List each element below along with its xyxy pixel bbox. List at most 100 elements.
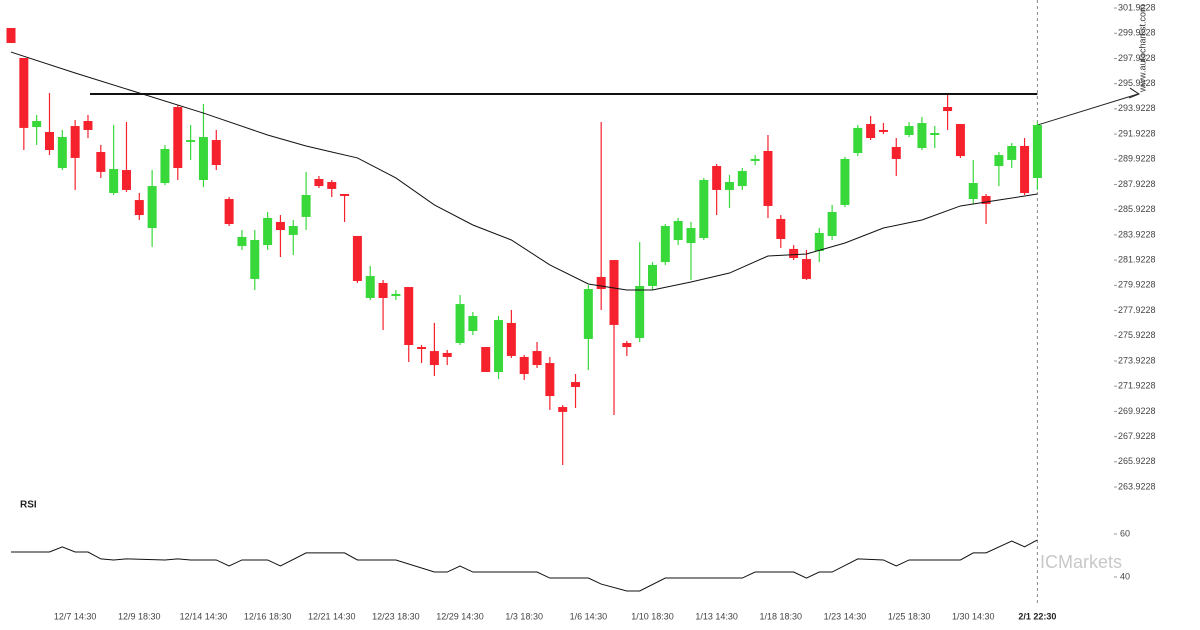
- y-tick-label: 279.9228: [1118, 280, 1156, 290]
- candle-body: [1032, 125, 1042, 178]
- x-tick-label: 1/13 14:30: [695, 611, 738, 621]
- candle-body: [96, 152, 106, 172]
- candle-body: [237, 236, 247, 247]
- candle-body: [186, 140, 196, 142]
- candle-body: [1020, 145, 1030, 193]
- moving-average: [10, 51, 1038, 291]
- y-tick-label: 287.9228: [1118, 179, 1156, 189]
- x-tick-label: 12/14 14:30: [180, 611, 228, 621]
- y-tick-label: 293.9228: [1118, 103, 1156, 113]
- candle-body: [583, 289, 593, 339]
- y-tick-label: 297.9228: [1118, 53, 1156, 63]
- candle-body: [481, 347, 491, 372]
- candle-body: [211, 140, 221, 165]
- candle-body: [198, 137, 208, 180]
- x-tick-label: 12/21 14:30: [308, 611, 356, 621]
- candle-body: [801, 259, 811, 279]
- candle-body: [429, 351, 439, 366]
- y-tick-label: 291.9228: [1118, 128, 1156, 138]
- candle-body: [955, 124, 965, 157]
- candle-body: [673, 220, 683, 240]
- candle-body: [275, 221, 285, 231]
- candle-body: [686, 228, 696, 244]
- candle-body: [648, 264, 657, 287]
- candle-body: [827, 212, 837, 236]
- candle-body: [789, 248, 799, 259]
- y-tick-label: 285.9228: [1118, 204, 1156, 214]
- candle-body: [943, 107, 953, 112]
- candle-body: [917, 123, 927, 148]
- candle-body: [712, 166, 722, 190]
- candle-body: [519, 356, 529, 374]
- rsi-tick-label: 60: [1120, 528, 1130, 538]
- y-tick-label: 273.9228: [1118, 355, 1156, 365]
- y-tick-label: 271.9228: [1118, 381, 1156, 391]
- candle-body: [263, 217, 273, 246]
- x-tick-label: 1/18 18:30: [760, 611, 803, 621]
- y-tick-label: 295.9228: [1118, 78, 1156, 88]
- y-tick-label: 299.9228: [1118, 28, 1156, 38]
- candle-body: [878, 129, 888, 132]
- candle-body: [134, 200, 144, 216]
- candle-body: [596, 276, 606, 290]
- candle-body: [814, 232, 824, 251]
- x-tick-label: 1/10 18:30: [631, 611, 674, 621]
- candle-body: [776, 218, 786, 239]
- candle-body: [44, 131, 54, 150]
- candle-body: [57, 137, 67, 169]
- candle-body: [6, 27, 16, 43]
- rsi-line: [11, 539, 1038, 592]
- candle-body: [224, 199, 234, 224]
- candle-body: [32, 121, 42, 128]
- candle-body: [442, 352, 452, 357]
- candle-body: [378, 282, 388, 298]
- x-tick-label: 2/1 22:30: [1018, 611, 1056, 621]
- candle-body: [468, 316, 478, 332]
- candle-body: [930, 132, 940, 135]
- candle-body: [532, 351, 542, 366]
- candle-body: [853, 127, 863, 154]
- y-tick-label: 281.9228: [1118, 255, 1156, 265]
- rsi-label: RSI: [20, 500, 37, 511]
- candle-body: [391, 293, 401, 296]
- y-tick-label: 277.9228: [1118, 305, 1156, 315]
- candle-body: [724, 182, 734, 190]
- candle-body: [365, 276, 375, 298]
- candle-body: [83, 121, 93, 130]
- candle-body: [609, 260, 619, 325]
- source-watermark: www.autochartist.com: [1137, 4, 1147, 93]
- x-tick-label: 12/9 18:30: [118, 611, 161, 621]
- candle-body: [866, 124, 876, 139]
- candle-body: [571, 382, 581, 387]
- candle-body: [109, 169, 119, 193]
- candle-body: [147, 186, 157, 229]
- candle-body: [494, 320, 504, 372]
- candle-body: [622, 342, 632, 348]
- x-tick-label: 1/30 14:30: [952, 611, 995, 621]
- candle-body: [891, 146, 901, 159]
- x-tick-label: 12/29 14:30: [436, 611, 484, 621]
- candle-body: [173, 107, 183, 169]
- x-tick-label: 12/16 18:30: [244, 611, 292, 621]
- candle-body: [968, 183, 978, 200]
- y-tick-label: 283.9228: [1118, 229, 1156, 239]
- candle-body: [635, 286, 645, 338]
- candle-body: [981, 196, 991, 204]
- candle-body: [763, 151, 773, 206]
- y-tick-label: 265.9228: [1118, 456, 1156, 466]
- candle-body: [840, 158, 850, 205]
- candle-body: [506, 322, 516, 356]
- candle-body: [660, 226, 670, 263]
- x-tick-label: 1/25 18:30: [888, 611, 931, 621]
- x-tick-label: 12/23 18:30: [372, 611, 420, 621]
- y-tick-label: 275.9228: [1118, 330, 1156, 340]
- candle-body: [417, 347, 427, 350]
- candle-body: [160, 148, 170, 184]
- x-tick-label: 12/7 14:30: [54, 611, 97, 621]
- candle-body: [545, 363, 555, 397]
- y-tick-label: 269.9228: [1118, 406, 1156, 416]
- y-tick-label: 301.9228: [1118, 2, 1156, 12]
- x-tick-label: 1/3 18:30: [505, 611, 543, 621]
